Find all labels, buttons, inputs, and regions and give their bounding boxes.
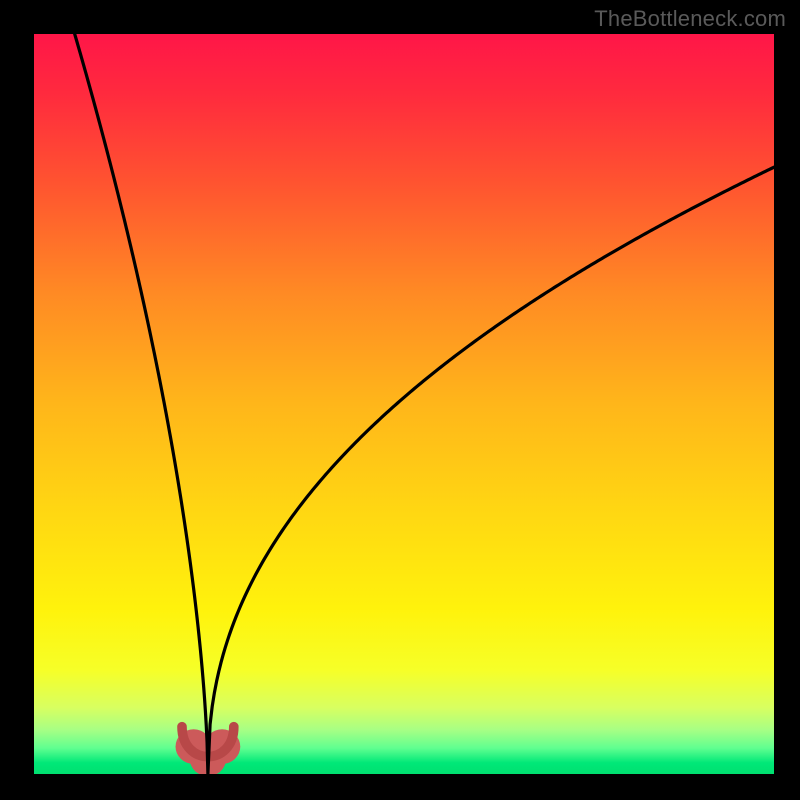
stage: TheBottleneck.com <box>0 0 800 800</box>
bottleneck-chart <box>0 0 800 800</box>
plot-background <box>34 34 774 774</box>
watermark-text: TheBottleneck.com <box>594 6 786 32</box>
